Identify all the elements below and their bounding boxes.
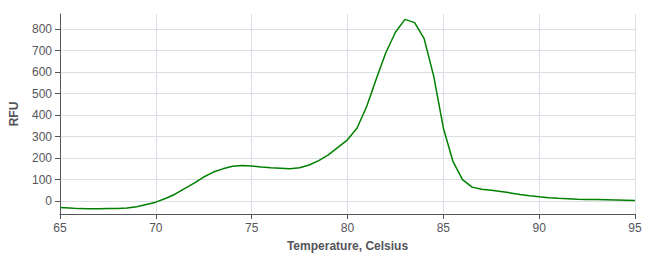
svg-text:200: 200	[32, 151, 52, 165]
svg-text:65: 65	[53, 221, 67, 235]
svg-text:85: 85	[437, 221, 451, 235]
svg-text:300: 300	[32, 130, 52, 144]
svg-text:RFU: RFU	[7, 102, 21, 127]
svg-text:500: 500	[32, 87, 52, 101]
svg-text:Temperature, Celsius: Temperature, Celsius	[287, 239, 408, 253]
svg-text:400: 400	[32, 108, 52, 122]
svg-text:95: 95	[628, 221, 642, 235]
svg-text:600: 600	[32, 65, 52, 79]
svg-text:100: 100	[32, 173, 52, 187]
svg-text:70: 70	[149, 221, 163, 235]
svg-text:800: 800	[32, 22, 52, 36]
svg-text:700: 700	[32, 44, 52, 58]
svg-text:75: 75	[245, 221, 259, 235]
svg-text:80: 80	[341, 221, 355, 235]
svg-text:0: 0	[45, 194, 52, 208]
svg-text:90: 90	[532, 221, 546, 235]
